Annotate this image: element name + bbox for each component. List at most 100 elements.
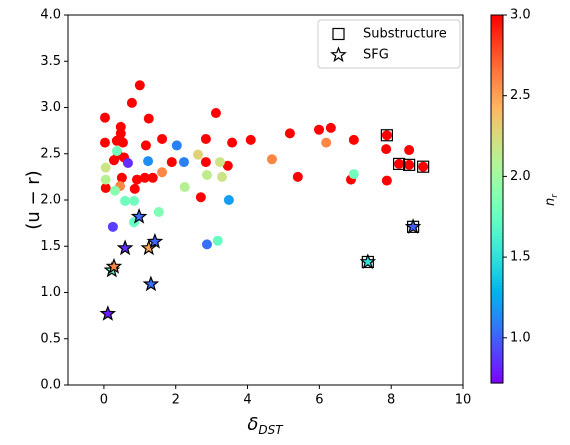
- colorbar-segment: [491, 140, 503, 145]
- colorbar-segment: [491, 303, 503, 307]
- colorbar-segment: [491, 349, 503, 353]
- colorbar-segment: [491, 343, 503, 347]
- colorbar-segment: [491, 39, 503, 44]
- point: [153, 207, 164, 218]
- colorbar-segment: [491, 73, 503, 77]
- colorbar-segment: [491, 367, 503, 372]
- substructure-marker: [380, 129, 393, 142]
- y-tick-label: 2.5: [40, 146, 61, 161]
- colorbar-segment: [491, 327, 503, 332]
- colorbar-segment: [491, 238, 503, 243]
- colorbar-segment: [491, 232, 503, 237]
- colorbar-segment: [491, 223, 503, 228]
- point: [111, 145, 122, 156]
- point: [107, 221, 118, 232]
- colorbar-segment: [491, 192, 503, 197]
- colorbar-segment: [491, 297, 503, 301]
- colorbar-segment: [491, 85, 503, 90]
- colorbar-segment: [491, 208, 503, 212]
- colorbar-segment: [491, 33, 503, 38]
- point: [120, 195, 131, 206]
- colorbar-label-main: n: [543, 198, 558, 206]
- colorbar-segment: [491, 168, 503, 172]
- sfg-marker: [146, 232, 164, 249]
- x-axis-label-main: δ: [247, 414, 258, 435]
- colorbar-segment: [491, 131, 503, 136]
- point: [201, 170, 212, 181]
- point: [227, 137, 238, 148]
- colorbar-segment: [491, 330, 503, 335]
- colorbar-segment: [491, 15, 503, 19]
- colorbar-segment: [491, 146, 503, 151]
- colorbar-segment: [491, 24, 503, 28]
- point: [201, 239, 212, 250]
- point: [325, 122, 336, 133]
- point: [195, 192, 206, 203]
- point: [100, 162, 111, 173]
- colorbar-segment: [491, 260, 503, 264]
- colorbar-segment: [491, 119, 503, 123]
- colorbar-segment: [491, 122, 503, 126]
- colorbar-segment: [491, 266, 503, 271]
- sfg-marker: [142, 275, 160, 292]
- colorbar-segment: [491, 364, 503, 369]
- point: [348, 134, 359, 145]
- point: [222, 160, 233, 171]
- point: [381, 130, 392, 141]
- colorbar-segment: [491, 245, 503, 249]
- point: [178, 157, 189, 168]
- colorbar-segment: [491, 248, 503, 252]
- colorbar-segment: [491, 235, 503, 240]
- point: [129, 195, 140, 206]
- point: [99, 112, 110, 123]
- colorbar-segment: [491, 116, 503, 120]
- substructure-marker: [392, 157, 406, 171]
- colorbar-segment: [491, 373, 503, 378]
- x-tick-label: 0: [100, 393, 108, 408]
- colorbar-segment: [491, 67, 503, 71]
- colorbar-label-sub: r: [550, 193, 560, 198]
- colorbar-segment: [491, 205, 503, 209]
- colorbar-segment: [491, 251, 503, 255]
- colorbar-segment: [491, 272, 503, 277]
- point: [140, 140, 151, 151]
- colorbar-tick-label: 2.0: [510, 169, 531, 184]
- x-axis-label: δDST: [247, 414, 284, 437]
- sfg-marker: [359, 253, 377, 269]
- point: [100, 174, 111, 185]
- point: [394, 158, 405, 169]
- colorbar-segment: [491, 137, 503, 142]
- point: [129, 183, 140, 194]
- point: [404, 159, 415, 170]
- point: [147, 172, 158, 183]
- colorbar-segment: [491, 312, 503, 317]
- legend-box: [317, 19, 461, 69]
- sfg-marker: [130, 207, 148, 224]
- colorbar-segment: [491, 61, 503, 65]
- point: [116, 172, 127, 183]
- colorbar-segment: [491, 94, 503, 99]
- colorbar-segment: [491, 153, 503, 157]
- colorbar-segment: [491, 51, 503, 56]
- colorbar-segment: [491, 149, 503, 154]
- point: [314, 124, 325, 135]
- colorbar-segment: [491, 82, 503, 87]
- colorbar-segment: [491, 355, 503, 360]
- colorbar-segment: [491, 113, 503, 117]
- colorbar-segment: [491, 180, 503, 185]
- point: [284, 128, 295, 139]
- colorbar-segment: [491, 156, 503, 160]
- colorbar-segment: [491, 269, 503, 274]
- x-axis-label-sub: DST: [258, 423, 284, 437]
- colorbar-segment: [491, 143, 503, 148]
- colorbar-segment: [491, 189, 503, 194]
- colorbar-segment: [491, 76, 503, 80]
- point: [217, 171, 228, 182]
- colorbar-segment: [491, 57, 503, 62]
- colorbar-segment: [491, 229, 503, 234]
- colorbar-segment: [491, 275, 503, 280]
- colorbar-segment: [491, 284, 503, 289]
- colorbar-segment: [491, 324, 503, 329]
- point: [139, 172, 150, 183]
